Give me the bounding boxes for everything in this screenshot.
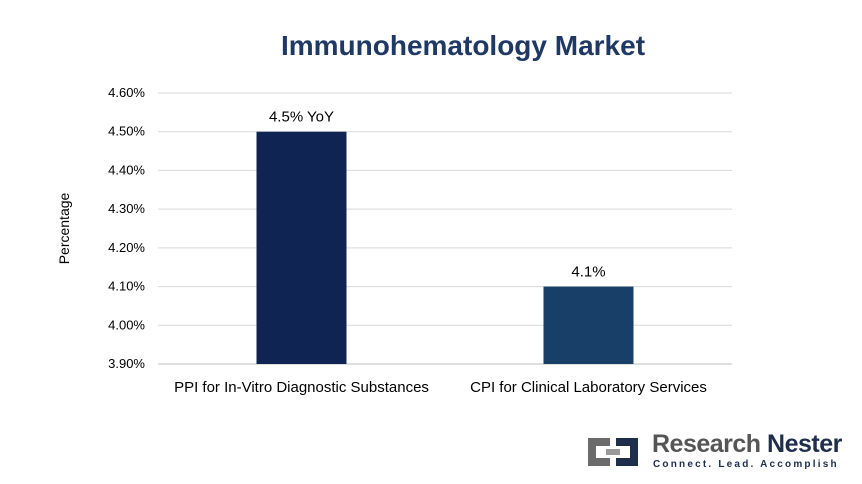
logo-word-nester: Nester [767, 430, 842, 458]
bar [256, 131, 347, 364]
logo-icon [588, 438, 638, 466]
x-tick-label: CPI for Clinical Laboratory Services [470, 379, 707, 396]
chart-title: Immunohematology Market [280, 30, 646, 61]
research-nester-logo: Research Nester Connect. Lead. Accomplis… [582, 430, 842, 474]
y-tick-label: 4.00% [108, 317, 145, 332]
y-tick-label: 4.60% [108, 85, 145, 100]
y-tick-label: 4.40% [108, 162, 145, 177]
y-axis-label: Percentage [56, 192, 72, 264]
bar [543, 286, 634, 364]
logo-wordmark: Research Nester [652, 430, 842, 459]
logo-word-research: Research [652, 430, 761, 458]
data-label: 4.1% [571, 264, 605, 281]
x-tick-label: PPI for In-Vitro Diagnostic Substances [174, 379, 429, 396]
y-tick-label: 4.50% [108, 124, 145, 139]
y-tick-label: 4.20% [108, 240, 145, 255]
data-label: 4.5% YoY [269, 109, 334, 126]
y-tick-label: 4.10% [108, 279, 145, 294]
y-tick-label: 4.30% [108, 201, 145, 216]
y-tick-label: 3.90% [108, 356, 145, 371]
bar-chart: 3.90% 4.00% 4.10% 4.20% 4.30% 4.40% 4.50% 4.60%… [56, 85, 732, 396]
logo-tagline: Connect. Lead. Accomplish [653, 459, 839, 470]
